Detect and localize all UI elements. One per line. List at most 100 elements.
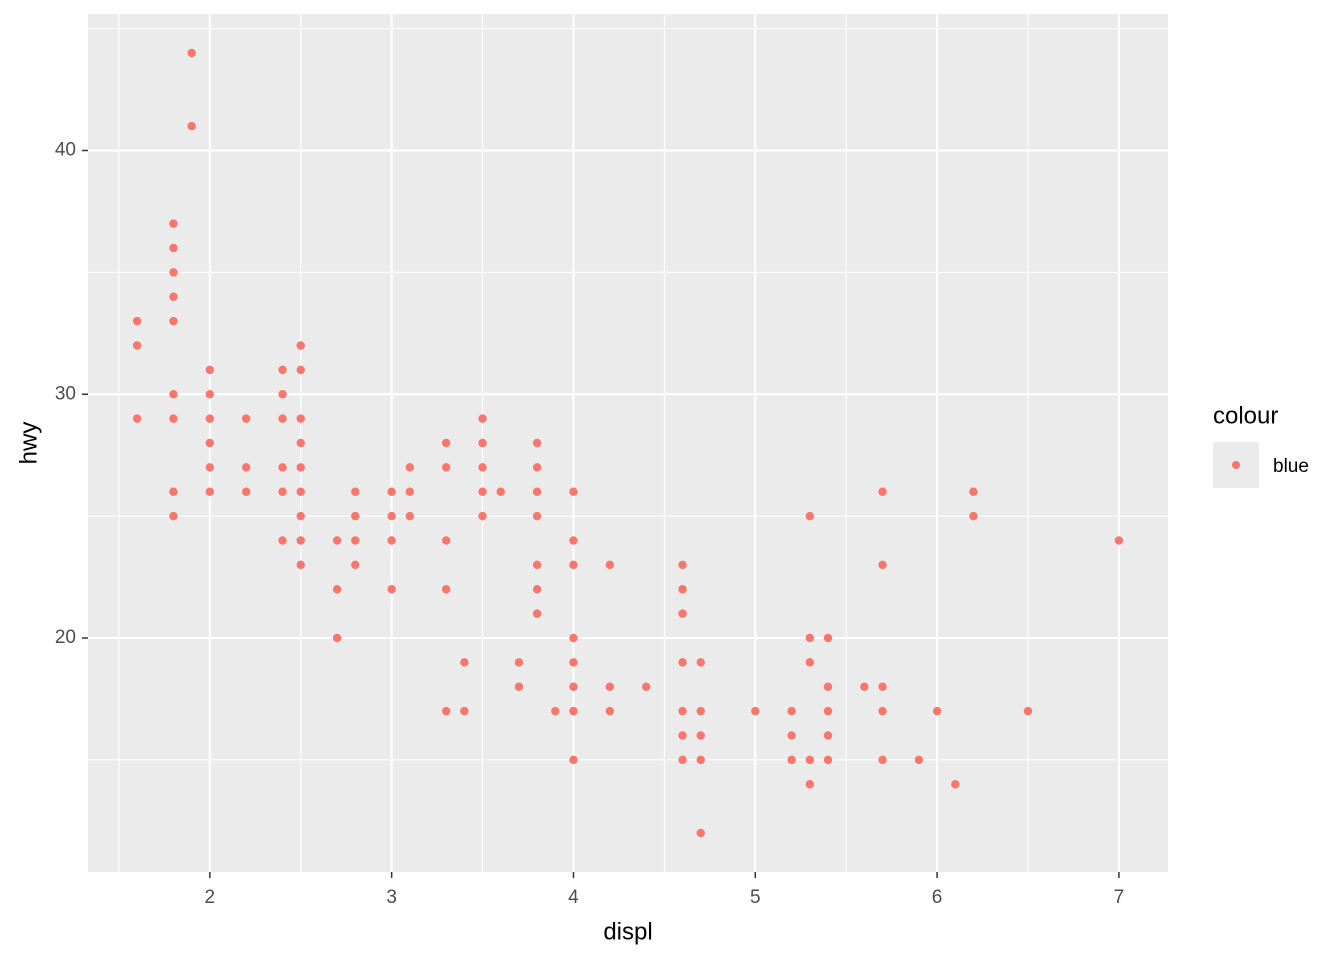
- point: [169, 268, 178, 277]
- point: [387, 487, 396, 496]
- point: [605, 560, 615, 570]
- point: [187, 48, 196, 58]
- point: [405, 487, 415, 496]
- point: [569, 560, 578, 570]
- point: [205, 487, 215, 496]
- point: [278, 365, 287, 375]
- point: [805, 658, 815, 667]
- point: [678, 585, 687, 594]
- point: [605, 706, 615, 716]
- point: [569, 682, 578, 691]
- point: [678, 560, 687, 570]
- point: [787, 755, 796, 765]
- point: [441, 536, 451, 545]
- x-tick-label: 3: [386, 887, 397, 908]
- point: [878, 487, 887, 496]
- point: [169, 487, 178, 496]
- x-axis-title: displ: [603, 918, 652, 945]
- point: [514, 682, 524, 691]
- point: [296, 560, 305, 570]
- point: [478, 511, 487, 521]
- point: [805, 511, 815, 521]
- point: [696, 706, 705, 716]
- x-tick-label: 2: [205, 887, 216, 908]
- point: [205, 463, 215, 472]
- point: [951, 780, 960, 789]
- point: [823, 682, 833, 691]
- point: [569, 706, 578, 716]
- point: [532, 560, 542, 570]
- point: [514, 658, 524, 667]
- point: [696, 828, 705, 838]
- point: [478, 463, 487, 472]
- point: [441, 463, 451, 472]
- point: [441, 706, 451, 716]
- point: [169, 243, 178, 253]
- legend-title: colour: [1213, 402, 1278, 429]
- point: [205, 365, 215, 375]
- points: [132, 48, 1124, 838]
- point: [569, 536, 578, 545]
- point: [478, 414, 487, 423]
- point: [296, 511, 305, 521]
- point: [932, 706, 942, 716]
- point: [187, 121, 196, 131]
- point: [278, 390, 287, 399]
- point: [296, 414, 305, 423]
- point: [169, 511, 178, 521]
- y-tick-label: 20: [55, 627, 76, 648]
- point: [278, 487, 287, 496]
- point: [441, 438, 451, 448]
- point: [641, 682, 651, 691]
- point: [296, 536, 305, 545]
- point: [351, 511, 360, 521]
- point: [169, 316, 178, 326]
- point: [787, 731, 796, 740]
- point: [678, 706, 687, 716]
- point: [296, 463, 305, 472]
- point: [296, 438, 305, 448]
- point: [478, 487, 487, 496]
- point: [914, 755, 924, 765]
- point: [278, 463, 287, 472]
- point: [387, 511, 396, 521]
- point: [460, 706, 469, 716]
- point: [351, 536, 360, 545]
- point: [569, 487, 578, 496]
- point: [823, 731, 833, 740]
- point: [678, 755, 687, 765]
- point: [823, 633, 833, 643]
- point: [205, 438, 215, 448]
- point: [478, 438, 487, 448]
- point: [241, 487, 251, 496]
- point: [169, 390, 178, 399]
- point: [878, 560, 887, 570]
- point: [241, 414, 251, 423]
- point: [205, 390, 215, 399]
- point: [678, 731, 687, 740]
- point: [532, 463, 542, 472]
- point: [169, 219, 178, 228]
- point: [532, 487, 542, 496]
- point: [132, 414, 142, 423]
- point: [387, 536, 396, 545]
- point: [805, 633, 815, 643]
- point: [878, 706, 887, 716]
- point: [805, 780, 815, 789]
- point: [278, 414, 287, 423]
- point: [278, 536, 287, 545]
- point: [296, 341, 305, 350]
- point: [696, 731, 705, 740]
- point: [169, 414, 178, 423]
- legend-marker: [1232, 461, 1240, 469]
- grid: [88, 14, 1168, 872]
- point: [969, 487, 978, 496]
- point: [132, 341, 142, 350]
- x-tick-label: 4: [568, 887, 579, 908]
- point: [823, 706, 833, 716]
- point: [1023, 706, 1033, 716]
- point: [169, 292, 178, 301]
- point: [532, 609, 542, 618]
- point: [405, 463, 415, 472]
